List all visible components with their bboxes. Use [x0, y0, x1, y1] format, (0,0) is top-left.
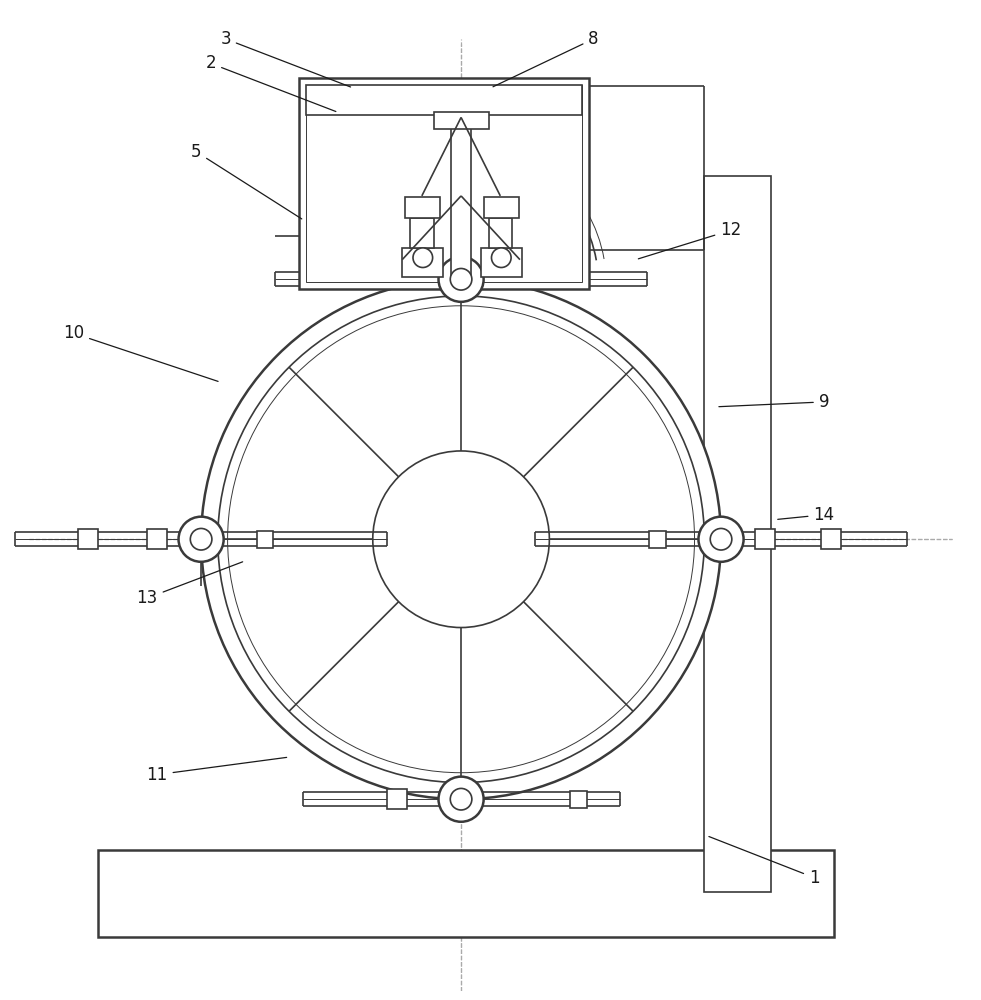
Bar	[451, 117, 471, 279]
Bar	[98, 850, 834, 937]
Text: 14: 14	[778, 506, 835, 524]
Circle shape	[491, 248, 511, 268]
Text: 13: 13	[136, 562, 242, 607]
Bar	[704, 176, 771, 892]
Bar	[299, 78, 589, 289]
Bar	[481, 248, 522, 277]
Circle shape	[450, 268, 472, 290]
Bar	[571, 791, 587, 808]
Bar	[456, 789, 476, 809]
Bar	[358, 269, 378, 289]
Bar	[402, 248, 443, 277]
Bar	[387, 789, 407, 809]
Text: 3: 3	[221, 30, 350, 87]
Text: 5: 5	[191, 143, 302, 219]
Bar	[821, 529, 841, 549]
Circle shape	[373, 451, 549, 628]
Bar	[484, 197, 519, 218]
Circle shape	[450, 788, 472, 810]
Text: 1: 1	[709, 837, 819, 887]
Text: 12: 12	[639, 221, 742, 259]
Bar	[78, 529, 98, 549]
Bar	[306, 85, 582, 115]
Text: 10: 10	[63, 324, 218, 381]
Text: 2: 2	[206, 54, 336, 112]
Bar	[649, 531, 666, 548]
Bar	[147, 529, 167, 549]
Circle shape	[710, 528, 732, 550]
Circle shape	[698, 517, 744, 562]
Bar	[544, 269, 564, 289]
Circle shape	[439, 777, 484, 822]
Circle shape	[201, 279, 721, 799]
Bar	[434, 112, 489, 129]
Circle shape	[439, 257, 484, 302]
Text: 9: 9	[719, 393, 829, 411]
Circle shape	[218, 296, 704, 783]
Bar	[405, 197, 440, 218]
Bar	[306, 85, 582, 282]
Bar	[410, 218, 434, 248]
Bar	[257, 531, 273, 548]
Circle shape	[413, 248, 433, 268]
Bar	[489, 218, 512, 248]
Text: 11: 11	[146, 757, 286, 784]
Text: 8: 8	[493, 30, 598, 87]
Bar	[755, 529, 775, 549]
Circle shape	[179, 517, 224, 562]
Circle shape	[190, 528, 212, 550]
Bar	[443, 271, 459, 288]
